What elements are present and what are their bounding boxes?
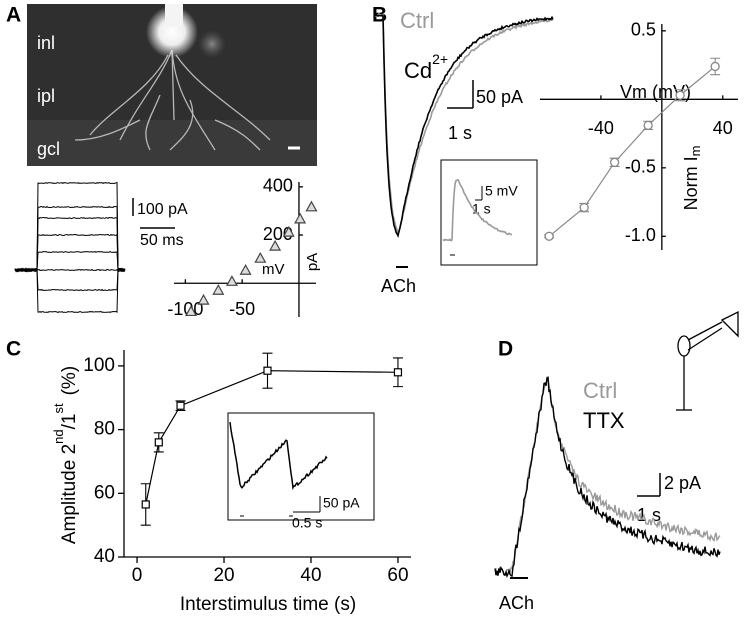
y-axis-text: m — [688, 146, 703, 157]
series-line — [145, 370, 398, 505]
data-point — [254, 251, 267, 263]
data-point — [282, 225, 295, 237]
scale-label: 1 s — [637, 505, 661, 525]
scale-label: 1 s — [472, 201, 491, 217]
current-trace — [374, 12, 554, 237]
current-trace — [374, 13, 554, 238]
current-trace — [229, 422, 328, 491]
data-point — [544, 231, 554, 241]
data-point — [141, 500, 150, 509]
legend-entry: Ctrl — [400, 8, 434, 33]
scale-label: 50 pA — [323, 495, 360, 511]
y-axis-text: nd — [51, 429, 66, 443]
y-tick-label: 80 — [94, 419, 115, 440]
current-trace — [14, 267, 126, 292]
layer-label: gcl — [37, 139, 60, 159]
inset-frame — [440, 159, 538, 266]
y-axis-text: /1 — [59, 414, 80, 430]
data-point — [305, 200, 318, 212]
panel-label: A — [6, 4, 21, 27]
current-trace — [14, 181, 126, 273]
scale-label: 50 pA — [476, 87, 523, 107]
panel-label: D — [498, 338, 513, 361]
stimulus-label: ACh — [381, 276, 416, 296]
legend-entry: TTX — [583, 408, 625, 433]
y-tick-label: -1.0 — [625, 225, 656, 245]
y-axis-label: Amplitude 2nd/1st (%) — [51, 366, 80, 544]
current-trace — [14, 216, 126, 273]
y-axis-label: pA — [304, 253, 321, 271]
x-axis-label: mV — [262, 261, 285, 278]
y-tick-label: 200 — [263, 224, 293, 244]
layer-label: ipl — [37, 86, 55, 106]
current-trace — [14, 233, 125, 273]
data-point — [393, 368, 403, 377]
scale-label: 50 ms — [140, 232, 184, 249]
x-tick-label: -40 — [588, 118, 614, 138]
legend-entry: Ctrl — [583, 378, 617, 403]
scale-label: 5 mV — [485, 183, 518, 199]
x-axis-label: Interstimulus time (s) — [180, 594, 356, 615]
micrograph: inl ipl gcl — [27, 4, 317, 166]
y-tick-label: 100 — [83, 355, 115, 376]
y-tick-label: 60 — [94, 482, 115, 503]
inset-frame — [227, 412, 375, 521]
data-point — [197, 293, 210, 305]
scale-label: 0.5 s — [292, 515, 322, 531]
x-tick-label: 40 — [300, 565, 321, 586]
scale-label: 100 pA — [137, 201, 188, 218]
recording-icon — [676, 310, 739, 411]
layer-label: inl — [37, 33, 55, 53]
series-line — [548, 65, 716, 237]
data-point — [294, 212, 307, 224]
current-trace — [494, 376, 721, 579]
stimulus-label: ACh — [499, 593, 534, 613]
data-point — [643, 120, 653, 131]
panel-label: C — [6, 338, 21, 361]
y-axis-text: (%) — [59, 366, 80, 396]
scale-label: 1 s — [448, 123, 472, 143]
current-trace — [14, 205, 126, 273]
y-axis-text: st — [51, 403, 66, 414]
data-point — [176, 401, 185, 410]
data-point — [269, 239, 282, 251]
y-tick-label: 40 — [94, 546, 115, 567]
x-tick-label: -50 — [229, 299, 255, 319]
x-axis-label: Vm (mV) — [620, 82, 691, 102]
x-tick-label: 60 — [387, 565, 408, 586]
voltage-trace — [442, 178, 513, 242]
y-tick-label: 400 — [263, 176, 293, 196]
current-trace — [14, 267, 126, 314]
legend-entry: Cd2+ — [404, 51, 448, 83]
legend-text: 2+ — [432, 51, 448, 67]
y-axis-text: Amplitude 2 — [59, 444, 80, 544]
data-point — [154, 438, 163, 447]
data-point — [225, 275, 238, 286]
data-point — [263, 366, 272, 375]
scale-label: 2 pA — [664, 473, 701, 493]
legend-text: Cd — [404, 58, 432, 83]
x-tick-label: 20 — [213, 565, 234, 586]
data-point — [185, 305, 198, 317]
y-tick-label: 0.5 — [631, 20, 656, 40]
data-point — [609, 157, 620, 167]
data-point — [710, 61, 720, 72]
data-point — [675, 90, 685, 100]
data-point — [239, 263, 252, 275]
y-axis-text: Norm I — [681, 156, 701, 210]
y-tick-label: -0.5 — [625, 157, 656, 177]
x-tick-label: 40 — [713, 118, 733, 138]
x-tick-label: 0 — [132, 565, 143, 586]
y-axis-label: Norm Im — [681, 146, 704, 211]
data-point — [579, 202, 589, 213]
data-point — [212, 284, 225, 295]
